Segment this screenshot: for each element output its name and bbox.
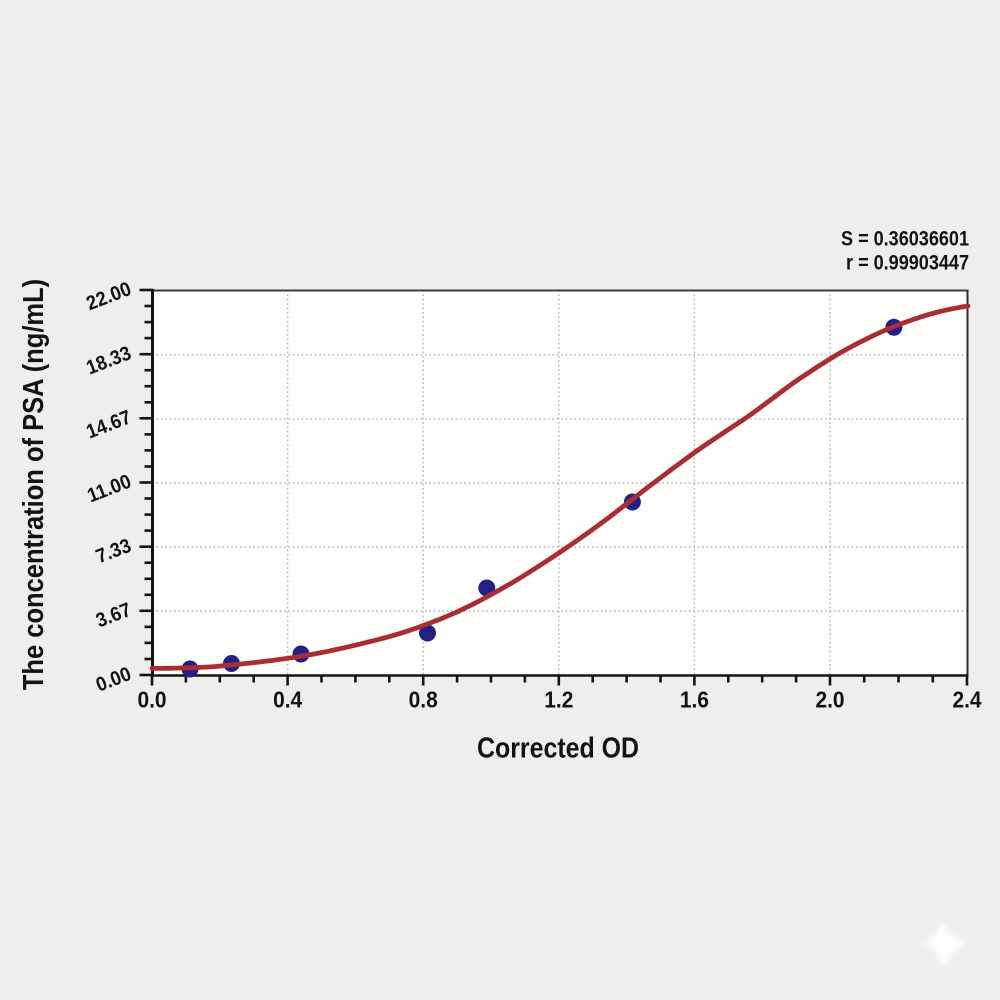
svg-text:3.67: 3.67: [93, 599, 134, 632]
svg-text:22.00: 22.00: [84, 278, 135, 315]
svg-text:0.00: 0.00: [93, 663, 134, 696]
svg-text:18.33: 18.33: [84, 343, 135, 380]
svg-text:14.67: 14.67: [84, 407, 135, 444]
svg-text:S = 0.36036601: S = 0.36036601: [841, 227, 969, 251]
svg-text:1.2: 1.2: [544, 686, 573, 712]
svg-text:The concentration of PSA (ng/m: The concentration of PSA (ng/mL): [16, 279, 49, 690]
svg-text:Corrected OD: Corrected OD: [477, 732, 639, 764]
svg-text:0.4: 0.4: [273, 686, 303, 712]
svg-text:1.6: 1.6: [680, 686, 709, 712]
svg-text:11.00: 11.00: [85, 471, 135, 508]
svg-text:2.0: 2.0: [815, 686, 844, 712]
svg-text:2.4: 2.4: [952, 686, 982, 712]
svg-text:0.8: 0.8: [409, 686, 438, 712]
svg-text:r = 0.99903447: r = 0.99903447: [846, 251, 969, 275]
svg-text:7.33: 7.33: [93, 535, 134, 568]
svg-text:0.0: 0.0: [137, 686, 166, 712]
